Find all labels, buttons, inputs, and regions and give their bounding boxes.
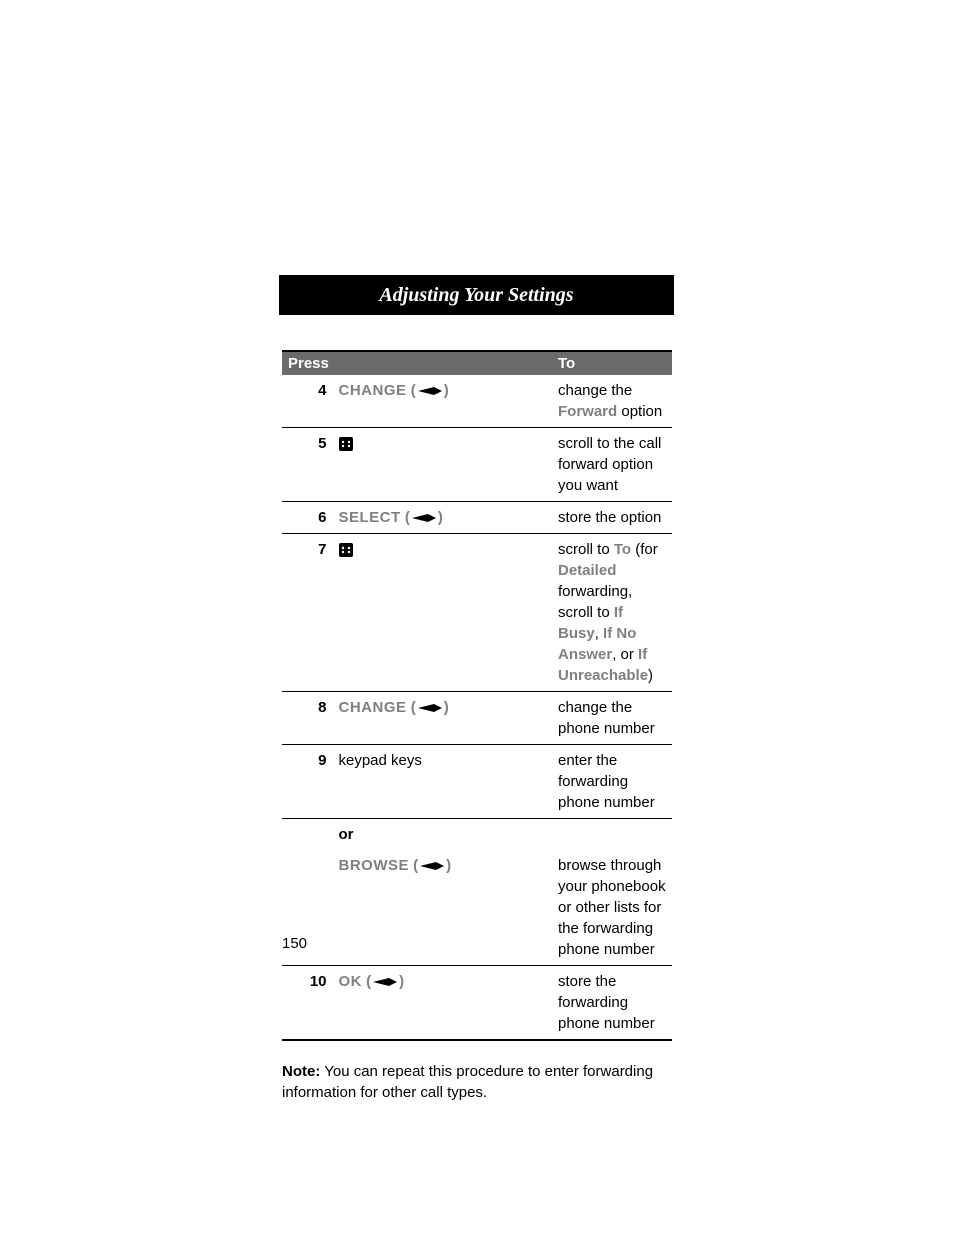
press-cell: CHANGE () [333, 692, 553, 745]
press-cell: BROWSE () [333, 850, 553, 966]
paren: ) [444, 382, 449, 399]
table-row: BROWSE () browse through your phonebook … [282, 850, 672, 966]
press-cell: keypad keys [333, 745, 553, 819]
action-text: option [617, 403, 662, 420]
note-text: You can repeat this procedure to enter f… [282, 1063, 653, 1101]
action-cell: change the phone number [552, 692, 672, 745]
softkey-icon [416, 385, 444, 397]
step-number: 6 [282, 502, 333, 534]
paren: ) [444, 699, 449, 716]
action-text: scroll to [558, 541, 614, 558]
step-number: 7 [282, 534, 333, 692]
page-number: 150 [282, 935, 307, 952]
action-text: ) [648, 667, 653, 684]
paren: ) [399, 973, 404, 990]
action-text: , [595, 625, 603, 642]
press-cell: CHANGE () [333, 375, 553, 428]
press-cell [333, 428, 553, 502]
header-to: To [552, 351, 672, 375]
table-row: 9 keypad keys enter the forwarding phone… [282, 745, 672, 819]
softkey-icon [410, 512, 438, 524]
action-cell: change the Forward option [552, 375, 672, 428]
step-number: 5 [282, 428, 333, 502]
press-cell: SELECT () [333, 502, 553, 534]
softkey-icon [416, 702, 444, 714]
action-text: change the [558, 382, 632, 399]
action-cell: store the option [552, 502, 672, 534]
step-number: 10 [282, 966, 333, 1041]
header-press: Press [282, 351, 552, 375]
steps-table: Press To 4 CHANGE () change the Forward … [282, 350, 672, 1041]
table-row: 10 OK () store the forwarding phone numb… [282, 966, 672, 1041]
press-cell: OK () [333, 966, 553, 1041]
table-row: 5 scroll to the call forward option you … [282, 428, 672, 502]
action-cell: enter the forwarding phone number [552, 745, 672, 819]
note-label: Note: [282, 1063, 320, 1080]
table-row: 8 CHANGE () change the phone number [282, 692, 672, 745]
action-cell: scroll to the call forward option you wa… [552, 428, 672, 502]
softkey-label: OK [339, 973, 363, 990]
softkey-label: CHANGE [339, 699, 407, 716]
ui-label: Detailed [558, 562, 616, 579]
table-row-or: or [282, 819, 672, 851]
action-cell: scroll to To (for Detailed forwarding, s… [552, 534, 672, 692]
action-text: (for [631, 541, 658, 558]
action-cell: store the forwarding phone number [552, 966, 672, 1041]
ui-label: Forward [558, 403, 617, 420]
table-header-row: Press To [282, 351, 672, 375]
table-row: 7 scroll to To (for Detailed forwarding,… [282, 534, 672, 692]
page-container: Adjusting Your Settings Press To 4 CHANG… [0, 0, 954, 1103]
softkey-label: CHANGE [339, 382, 407, 399]
table-row: 4 CHANGE () change the Forward option [282, 375, 672, 428]
or-label: or [333, 819, 553, 851]
action-cell: browse through your phonebook or other l… [552, 850, 672, 966]
step-number: 9 [282, 745, 333, 819]
softkey-icon [418, 860, 446, 872]
paren: ) [438, 509, 443, 526]
softkey-icon [371, 976, 399, 988]
ui-label: To [614, 541, 631, 558]
nav-key-icon [339, 437, 353, 451]
softkey-label: SELECT [339, 509, 401, 526]
step-number: 8 [282, 692, 333, 745]
note-section: Note: You can repeat this procedure to e… [282, 1061, 672, 1103]
nav-key-icon [339, 543, 353, 557]
title-bar: Adjusting Your Settings [279, 275, 674, 315]
press-cell [333, 534, 553, 692]
action-text: , or [612, 646, 638, 663]
paren: ) [446, 857, 451, 874]
step-number: 4 [282, 375, 333, 428]
content-area: Press To 4 CHANGE () change the Forward … [282, 275, 672, 1103]
page-title: Adjusting Your Settings [379, 284, 573, 307]
table-row: 6 SELECT () store the option [282, 502, 672, 534]
softkey-label: BROWSE [339, 857, 410, 874]
